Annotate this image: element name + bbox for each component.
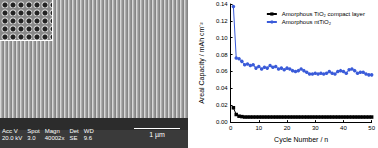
svg-text:0.06: 0.06 xyxy=(216,68,228,74)
html-text:WD: WD xyxy=(83,128,94,134)
svg-text:0: 0 xyxy=(229,125,233,131)
html-text:40002x: 40002x xyxy=(44,135,65,141)
svg-text:0.00: 0.00 xyxy=(216,119,228,125)
svg-text:Amorphous TiO₂ compact layer: Amorphous TiO₂ compact layer xyxy=(282,11,365,17)
html-text:Acc V: Acc V xyxy=(2,128,18,134)
svg-text:10: 10 xyxy=(255,125,262,131)
html-text:1 µm: 1 µm xyxy=(149,131,165,138)
svg-text:Areal Capacity / mAh cm⁻²: Areal Capacity / mAh cm⁻² xyxy=(198,22,206,104)
html-text:9.6: 9.6 xyxy=(83,135,93,141)
svg-text:0.14: 0.14 xyxy=(216,1,228,7)
svg-text:Cycle Number / n: Cycle Number / n xyxy=(274,136,328,144)
svg-text:0.02: 0.02 xyxy=(216,102,228,108)
svg-text:0.10: 0.10 xyxy=(216,35,228,41)
svg-text:30: 30 xyxy=(312,125,319,131)
html-text:Magn: Magn xyxy=(44,128,60,134)
html-text:3.0: 3.0 xyxy=(27,135,36,141)
svg-text:0.12: 0.12 xyxy=(216,18,228,24)
svg-text:0.08: 0.08 xyxy=(216,52,228,58)
svg-text:0.04: 0.04 xyxy=(216,85,228,91)
svg-text:20: 20 xyxy=(284,125,291,131)
html-text:Det: Det xyxy=(69,128,79,134)
svg-text:40: 40 xyxy=(340,125,347,131)
html-text:Spot: Spot xyxy=(27,128,40,134)
html-text:20.0 kV: 20.0 kV xyxy=(2,135,23,141)
svg-text:50: 50 xyxy=(368,125,375,131)
html-text:SE: SE xyxy=(69,135,78,141)
svg-text:Amorphous ntTiO₂: Amorphous ntTiO₂ xyxy=(282,19,332,25)
